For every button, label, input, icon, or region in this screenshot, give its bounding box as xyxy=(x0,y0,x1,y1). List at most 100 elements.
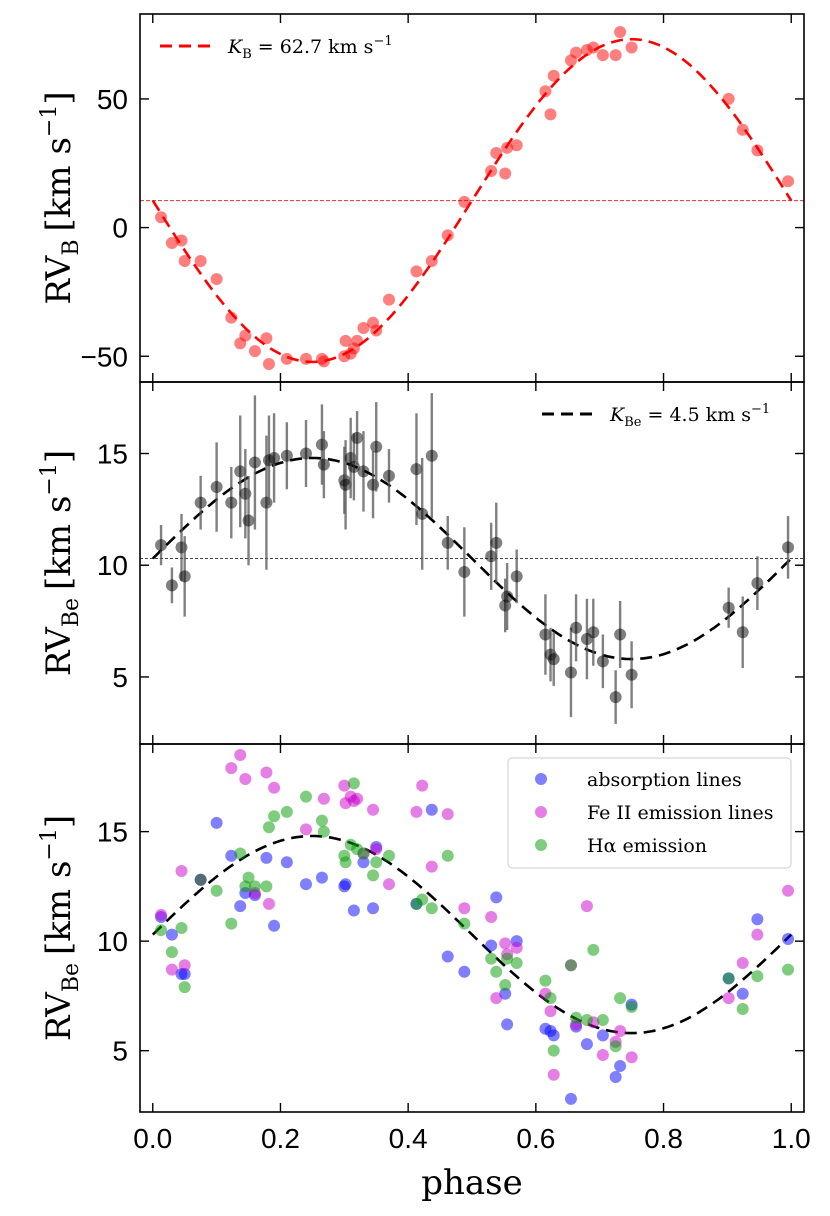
absorption-data-point xyxy=(499,987,512,1000)
data-point xyxy=(539,628,552,641)
data-point xyxy=(178,255,191,268)
y-tick-label: 15 xyxy=(97,817,128,848)
halpha-data-point xyxy=(564,959,577,972)
halpha-data-point xyxy=(416,893,429,906)
y-label-close: ] xyxy=(39,815,79,828)
data-point xyxy=(194,255,207,268)
halpha-data-point xyxy=(370,856,383,869)
data-point xyxy=(609,49,622,62)
absorption-data-point xyxy=(564,1092,577,1105)
data-point xyxy=(425,449,438,462)
panel-top-y-tick-labels: −50 0 50 xyxy=(81,84,129,372)
halpha-data-point xyxy=(234,847,247,860)
feii-data-point xyxy=(317,792,330,805)
data-point xyxy=(458,565,471,578)
feii-data-point xyxy=(165,963,178,976)
data-point xyxy=(596,49,609,62)
data-point xyxy=(485,164,498,177)
data-point xyxy=(383,293,395,306)
panel-top-legend: KB = 62.7 km s−1 xyxy=(160,34,393,62)
legend-k-sub: B xyxy=(242,47,252,62)
halpha-data-point xyxy=(609,1040,622,1053)
halpha-data-point xyxy=(722,972,735,985)
data-point xyxy=(239,329,252,342)
data-point xyxy=(370,324,383,337)
data-point xyxy=(736,626,749,639)
absorption-data-point xyxy=(580,1038,593,1051)
panel-top-y-axis-label: RVB [km s−1] xyxy=(37,91,84,304)
legend-label-feii: Fe II emission lines xyxy=(587,802,774,824)
panel-top-plot xyxy=(140,14,804,382)
halpha-data-point xyxy=(317,825,330,838)
absorption-data-point xyxy=(178,968,191,980)
data-point xyxy=(225,496,238,509)
data-point xyxy=(317,458,330,471)
feii-data-point xyxy=(458,902,471,915)
halpha-data-point xyxy=(425,902,438,915)
halpha-data-point xyxy=(485,952,498,965)
legend-rest: = 4.5 km s xyxy=(641,404,751,426)
halpha-data-point xyxy=(165,946,178,959)
feii-data-point xyxy=(155,908,168,921)
y-label-main: RV xyxy=(39,626,79,676)
panel-middle-y-axis-label: RVBe [km s−1] xyxy=(37,450,84,676)
halpha-data-point xyxy=(262,821,275,834)
halpha-data-point xyxy=(367,869,380,882)
y-label-close: ] xyxy=(39,450,79,463)
feii-data-point xyxy=(178,959,191,972)
data-point xyxy=(234,465,247,478)
data-point xyxy=(155,539,168,552)
data-point xyxy=(736,123,749,136)
data-point xyxy=(351,334,364,347)
data-point xyxy=(280,352,293,365)
absorption-data-point xyxy=(165,928,178,941)
data-point xyxy=(547,653,560,666)
data-point xyxy=(587,626,600,639)
data-point xyxy=(499,167,512,180)
absorption-data-point xyxy=(782,932,795,945)
data-point xyxy=(248,456,261,469)
halpha-data-point xyxy=(614,992,627,1005)
data-point xyxy=(501,590,514,603)
model-curve xyxy=(151,456,793,661)
halpha-data-point xyxy=(580,1014,593,1026)
halpha-data-point xyxy=(458,917,471,930)
feii-data-point xyxy=(410,805,423,818)
feii-data-point xyxy=(225,762,238,775)
data-point xyxy=(339,478,352,491)
feii-data-point xyxy=(234,748,247,761)
data-point xyxy=(317,355,330,368)
data-point xyxy=(370,440,383,453)
data-point xyxy=(248,345,261,358)
data-point xyxy=(339,334,352,347)
absorption-data-point xyxy=(614,1060,627,1072)
data-point xyxy=(351,431,364,444)
legend-marker-absorption xyxy=(535,773,547,785)
data-point xyxy=(315,438,328,451)
legend-marker-feii xyxy=(535,806,547,818)
absorption-data-point xyxy=(315,871,328,884)
absorption-data-point xyxy=(458,965,471,978)
panel-bottom-y-tick-labels: 5 10 15 xyxy=(97,817,128,1067)
feii-data-point xyxy=(383,878,395,891)
halpha-data-point xyxy=(315,814,328,827)
data-point xyxy=(300,447,312,460)
y-label-main: RV xyxy=(39,254,79,304)
halpha-data-point xyxy=(570,1011,583,1024)
panel-middle-legend: KBe = 4.5 km s−1 xyxy=(542,402,770,430)
halpha-data-point xyxy=(501,952,514,965)
absorption-data-point xyxy=(547,1029,560,1042)
y-label-close: ] xyxy=(39,91,79,104)
feii-data-point xyxy=(782,884,795,897)
x-tick-labels: 0.0 0.2 0.4 0.6 0.8 1.0 xyxy=(133,1123,810,1154)
data-point xyxy=(194,496,207,509)
halpha-data-point xyxy=(441,849,454,862)
data-point xyxy=(410,463,423,476)
feii-data-point xyxy=(510,941,523,954)
y-tick-label: 50 xyxy=(97,84,128,115)
halpha-data-point xyxy=(155,924,168,937)
data-point xyxy=(596,655,609,668)
feii-data-point xyxy=(268,781,281,794)
data-point xyxy=(410,265,423,278)
